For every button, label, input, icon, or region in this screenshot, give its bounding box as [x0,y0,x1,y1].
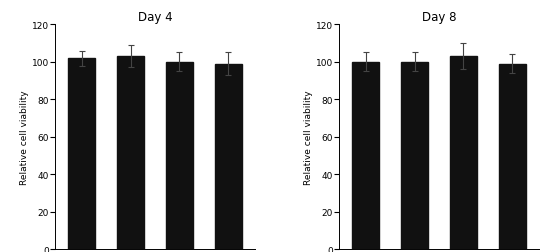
Title: Day 4: Day 4 [138,11,172,24]
Bar [117,57,144,249]
Y-axis label: Relative cell viability: Relative cell viability [304,90,313,184]
Bar [68,59,95,249]
Y-axis label: Relative cell viability: Relative cell viability [20,90,29,184]
Bar [401,62,428,249]
Bar [353,62,380,249]
Title: Day 8: Day 8 [422,11,456,24]
Bar [450,57,477,249]
Bar [499,65,526,249]
Bar [214,65,241,249]
Bar [166,62,193,249]
